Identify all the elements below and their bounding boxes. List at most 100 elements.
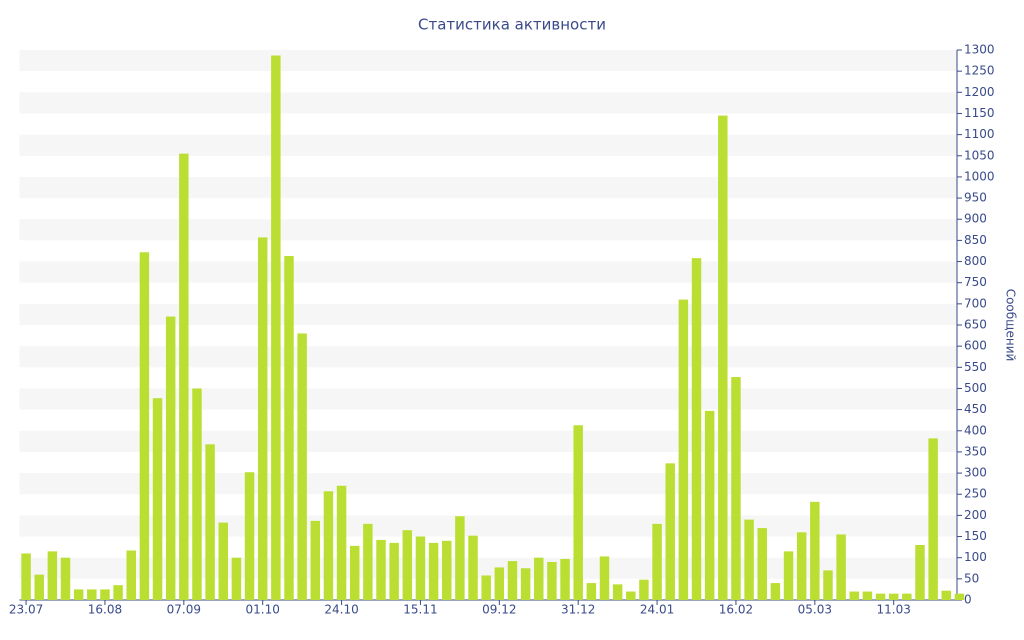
grid-band bbox=[19, 50, 957, 72]
bar bbox=[599, 556, 610, 600]
bar bbox=[810, 501, 820, 600]
bar bbox=[389, 542, 399, 600]
y-tick-label: 350 bbox=[964, 444, 987, 458]
y-tick-label: 550 bbox=[964, 360, 987, 374]
bar bbox=[428, 542, 439, 600]
bar bbox=[796, 532, 807, 600]
x-tick-label: 24.01 bbox=[640, 603, 674, 617]
y-tick-label: 1100 bbox=[964, 127, 995, 141]
y-tick-label: 700 bbox=[964, 296, 987, 310]
y-tick-label: 800 bbox=[964, 254, 987, 268]
x-tick-label: 31.12 bbox=[561, 603, 595, 617]
bar bbox=[113, 585, 123, 600]
y-tick-label: 1250 bbox=[964, 64, 995, 78]
bar bbox=[744, 519, 754, 600]
bar bbox=[704, 410, 715, 600]
bar bbox=[783, 551, 794, 600]
bar bbox=[126, 550, 136, 600]
y-tick-label: 250 bbox=[964, 487, 987, 501]
y-axis-label: Сообщений bbox=[1004, 289, 1018, 362]
bar bbox=[323, 491, 334, 600]
bar bbox=[915, 545, 925, 600]
bar bbox=[520, 568, 531, 600]
x-tick-label: 15.11 bbox=[403, 603, 437, 617]
bar bbox=[87, 589, 97, 600]
bar bbox=[626, 591, 636, 600]
x-tick-label: 16.08 bbox=[88, 603, 122, 617]
bar bbox=[902, 593, 912, 600]
x-tick-label: 11.03 bbox=[877, 603, 911, 617]
y-tick-label: 1000 bbox=[964, 169, 995, 183]
bar bbox=[218, 522, 228, 600]
bar bbox=[888, 593, 899, 600]
bar bbox=[586, 583, 597, 600]
y-tick-label: 450 bbox=[964, 402, 987, 416]
bar bbox=[665, 463, 675, 600]
bar bbox=[442, 540, 452, 600]
bar bbox=[731, 377, 741, 600]
bar bbox=[455, 516, 465, 600]
y-tick-label: 150 bbox=[964, 529, 987, 543]
bar bbox=[757, 528, 767, 600]
grid-band bbox=[19, 261, 957, 283]
y-tick-label: 750 bbox=[964, 275, 987, 289]
bar bbox=[415, 536, 426, 600]
bar bbox=[862, 591, 873, 600]
x-tick-label: 05.03 bbox=[798, 603, 832, 617]
bar bbox=[547, 561, 557, 600]
grid-band bbox=[19, 134, 957, 156]
bar bbox=[47, 551, 58, 600]
bar bbox=[941, 590, 952, 600]
y-tick-label: 0 bbox=[964, 593, 972, 607]
y-tick-label: 850 bbox=[964, 233, 987, 247]
bar bbox=[205, 444, 215, 600]
grid-band bbox=[19, 303, 957, 325]
bar bbox=[376, 539, 386, 600]
bar bbox=[363, 523, 373, 600]
y-tick-label: 300 bbox=[964, 466, 987, 480]
y-tick-label: 100 bbox=[964, 550, 987, 564]
bar bbox=[139, 252, 150, 600]
bar bbox=[349, 545, 360, 600]
grid-band bbox=[19, 176, 957, 199]
bar bbox=[875, 593, 886, 600]
y-tick-label: 1300 bbox=[964, 43, 995, 57]
bar bbox=[73, 589, 84, 600]
bar bbox=[402, 530, 413, 600]
bar bbox=[507, 561, 518, 600]
bar bbox=[271, 55, 281, 600]
bar bbox=[231, 557, 242, 600]
bar bbox=[179, 153, 189, 600]
x-tick-label: 24.10 bbox=[324, 603, 358, 617]
grid-band bbox=[19, 219, 957, 241]
y-tick-label: 1150 bbox=[964, 106, 995, 120]
bar bbox=[639, 579, 649, 600]
bar bbox=[928, 438, 938, 600]
y-tick-label: 600 bbox=[964, 339, 987, 353]
grid-band bbox=[19, 346, 957, 368]
bar bbox=[678, 299, 689, 600]
bar bbox=[849, 591, 859, 600]
bar bbox=[823, 570, 833, 600]
x-tick-label: 01.10 bbox=[246, 603, 280, 617]
bar bbox=[257, 237, 268, 600]
bar bbox=[336, 485, 347, 600]
x-tick-label: 07.09 bbox=[167, 603, 201, 617]
bar bbox=[494, 567, 505, 600]
bar bbox=[612, 584, 623, 600]
bar bbox=[34, 574, 44, 600]
bar bbox=[691, 258, 702, 600]
y-tick-label: 950 bbox=[964, 191, 987, 205]
bar bbox=[152, 398, 163, 600]
bar bbox=[718, 115, 728, 601]
chart-title: Статистика активности bbox=[418, 16, 606, 34]
bar bbox=[310, 520, 321, 600]
bar bbox=[573, 425, 583, 600]
bar bbox=[560, 558, 570, 600]
bar bbox=[192, 388, 202, 600]
y-tick-label: 200 bbox=[964, 508, 987, 522]
bar bbox=[534, 557, 544, 600]
bar bbox=[481, 575, 491, 600]
bar bbox=[836, 534, 846, 600]
